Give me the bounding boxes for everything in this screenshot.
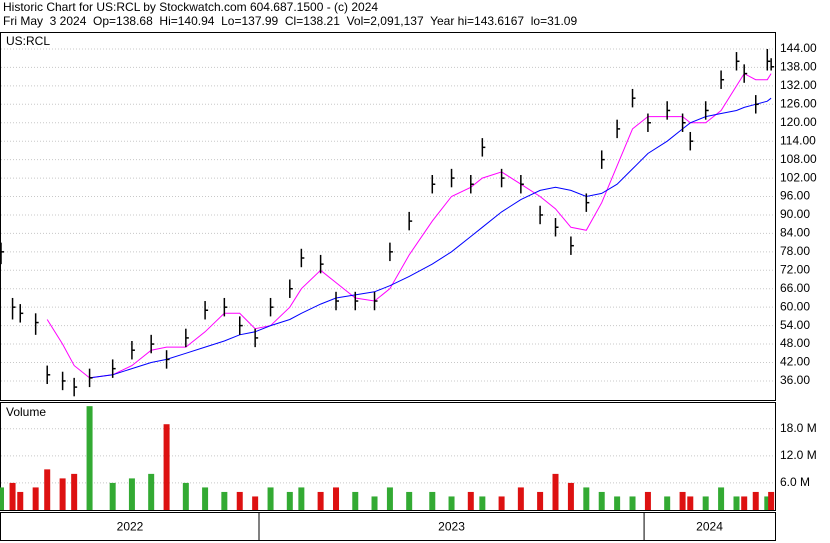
volume-bar	[298, 487, 305, 510]
volume-bar	[467, 491, 474, 510]
date-axis	[0, 512, 776, 541]
volume-bar	[71, 473, 78, 510]
volume-bar	[598, 491, 605, 510]
volume-bar	[664, 496, 671, 510]
volume-bar	[32, 487, 39, 510]
volume-bar	[702, 496, 709, 510]
volume-bar	[9, 482, 16, 510]
volume-bar	[764, 496, 771, 510]
chart-subtitle: Fri May 3 2024 Op=138.68 Hi=140.94 Lo=13…	[3, 14, 577, 28]
volume-bar	[371, 496, 378, 510]
volume-bar	[267, 487, 274, 510]
volume-bar	[517, 487, 524, 510]
volume-bar	[202, 487, 209, 510]
y-tick-label: 66.00	[780, 281, 810, 295]
volume-bar	[733, 496, 740, 510]
volume-bar	[679, 491, 686, 510]
y-tick-label: 126.00	[780, 96, 817, 110]
y-tick-label: 84.00	[780, 226, 810, 240]
volume-bar	[406, 491, 413, 510]
volume-bar	[718, 487, 725, 510]
volume-bar	[752, 491, 759, 510]
volume-bar	[86, 406, 93, 510]
volume-bar	[429, 491, 436, 510]
y-tick-label: 36.00	[780, 373, 810, 387]
y-tick-label: 138.00	[780, 60, 817, 74]
volume-bar	[741, 496, 748, 510]
volume-bar	[236, 491, 243, 510]
volume-bar	[128, 478, 135, 510]
volume-bar	[448, 496, 455, 510]
y-tick-label: 96.00	[780, 189, 810, 203]
chart-title: Historic Chart for US:RCL by Stockwatch.…	[3, 0, 378, 14]
volume-bar	[182, 482, 189, 510]
moving-average	[89, 97, 772, 379]
volume-bar	[479, 496, 486, 510]
volume-bar	[286, 491, 293, 510]
volume-bar	[17, 491, 24, 510]
volume-bar	[386, 487, 393, 510]
y-tick-label: 144.00	[780, 41, 817, 55]
volume-bar	[629, 496, 636, 510]
x-tick-label: 2023	[438, 520, 465, 534]
y-tick-label: 72.00	[780, 262, 810, 276]
volume-panel	[0, 402, 776, 511]
volume-bar	[333, 487, 340, 510]
y-tick-label: 12.0 M	[780, 448, 817, 462]
y-tick-label: 6.0 M	[780, 475, 810, 489]
volume-bar	[644, 491, 651, 510]
y-tick-label: 60.00	[780, 299, 810, 313]
volume-label: Volume	[6, 405, 46, 419]
volume-bar	[148, 473, 155, 510]
volume-bar	[163, 424, 170, 510]
y-tick-label: 18.0 M	[780, 421, 817, 435]
y-tick-label: 114.00	[780, 133, 816, 147]
x-tick-label: 2022	[117, 520, 144, 534]
y-tick-label: 102.00	[780, 170, 817, 184]
y-tick-label: 54.00	[780, 318, 810, 332]
volume-bar	[252, 496, 259, 510]
volume-bar	[498, 496, 505, 510]
y-tick-label: 108.00	[780, 152, 817, 166]
volume-bar	[768, 491, 775, 510]
y-tick-label: 132.00	[780, 78, 817, 92]
price-panel	[0, 32, 776, 401]
volume-bar	[537, 491, 544, 510]
y-tick-label: 48.00	[780, 336, 810, 350]
y-tick-label: 42.00	[780, 355, 810, 369]
x-tick-label: 2024	[696, 520, 723, 534]
volume-bar	[687, 496, 694, 510]
moving-average	[46, 72, 772, 379]
volume-bar	[583, 487, 590, 510]
y-tick-label: 90.00	[780, 207, 810, 221]
volume-bar	[567, 482, 574, 510]
volume-bar	[44, 469, 51, 510]
volume-bar	[59, 478, 66, 510]
y-tick-label: 120.00	[780, 115, 817, 129]
volume-bar	[614, 496, 621, 510]
volume-bar	[552, 473, 559, 510]
volume-bar	[221, 491, 228, 510]
y-tick-label: 78.00	[780, 244, 810, 258]
symbol-label: US:RCL	[6, 34, 50, 48]
volume-bar	[317, 491, 324, 510]
volume-bar	[0, 487, 4, 510]
volume-bar	[352, 491, 359, 510]
volume-bar	[109, 482, 116, 510]
